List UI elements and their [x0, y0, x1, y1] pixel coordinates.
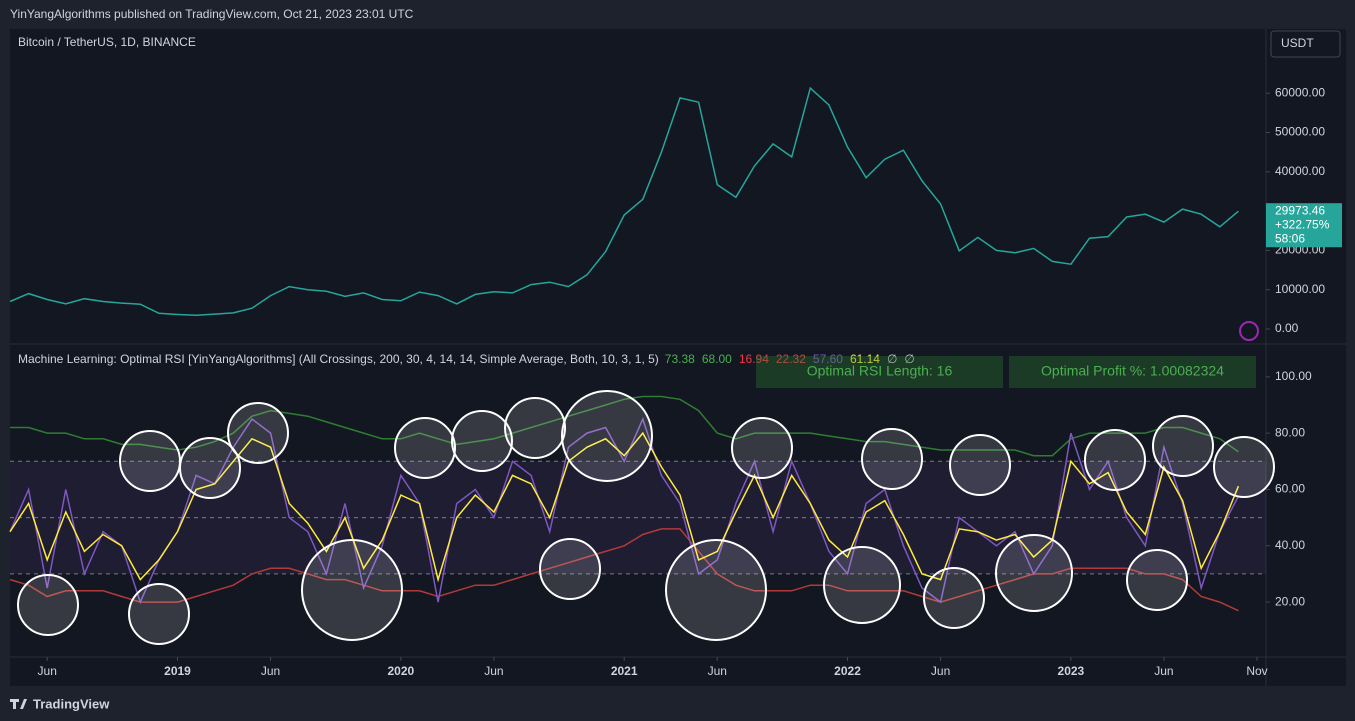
- y-tick-label: 0.00: [1275, 321, 1299, 335]
- publisher: YinYangAlgorithms published on TradingVi…: [10, 7, 414, 21]
- currency-button[interactable]: [1270, 30, 1341, 58]
- annotation-circle: [1152, 415, 1214, 477]
- price-axis: [1266, 29, 1346, 686]
- time-axis: [10, 657, 1266, 686]
- y-tick-label: 80.00: [1275, 425, 1305, 439]
- annotation-circle: [1126, 549, 1188, 611]
- annotation-circle: [451, 410, 513, 472]
- indicator-value: ∅: [904, 352, 914, 366]
- x-tick-label: 2020: [387, 664, 414, 678]
- y-tick-label: 60.00: [1275, 482, 1305, 496]
- y-tick-label: 40000.00: [1275, 164, 1325, 178]
- symbol-title: Bitcoin / TetherUS, 1D, BINANCE: [18, 35, 196, 49]
- x-tick-label: Jun: [708, 664, 727, 678]
- y-tick-label: 100.00: [1275, 369, 1312, 383]
- annotation-circle: [995, 534, 1073, 612]
- annotation-circle: [504, 397, 566, 459]
- annotation-circle: [1084, 429, 1146, 491]
- annotation-circle: [394, 417, 456, 479]
- brand-logo: [10, 699, 27, 709]
- annotation-circle: [128, 583, 190, 645]
- x-tick-label: Jun: [1154, 664, 1173, 678]
- x-tick-label: Jun: [931, 664, 950, 678]
- x-tick-label: Jun: [38, 664, 57, 678]
- annotation-circle: [179, 437, 241, 499]
- annotation-circle: [861, 428, 923, 490]
- series-line: [10, 395, 1239, 457]
- currency-label[interactable]: USDT: [1281, 36, 1314, 50]
- annotation-circle: [227, 402, 289, 464]
- annotation-circle: [1213, 436, 1275, 498]
- series-line: [9, 86, 1239, 317]
- x-tick-label: Jun: [484, 664, 503, 678]
- y-tick-label: 10000.00: [1275, 282, 1325, 296]
- y-tick-label: 60000.00: [1275, 85, 1325, 99]
- indicator-title: Machine Learning: Optimal RSI [YinYangAl…: [18, 352, 659, 366]
- y-tick-label: 50000.00: [1275, 125, 1325, 139]
- indicator-value: ∅: [887, 352, 897, 366]
- countdown: 58:06: [1275, 231, 1305, 245]
- indicator-value: 22.32: [776, 352, 806, 366]
- info-box: [1009, 356, 1256, 388]
- x-tick-label: Jun: [261, 664, 280, 678]
- price-change: +322.75%: [1275, 217, 1330, 231]
- y-tick-label: 40.00: [1275, 538, 1305, 552]
- alert-icon[interactable]: [1239, 321, 1259, 341]
- annotation-circle: [949, 434, 1011, 496]
- annotation-circle: [665, 539, 767, 641]
- annotation-circle: [17, 574, 79, 636]
- x-tick-label: 2022: [834, 664, 861, 678]
- x-tick-label: 2019: [164, 664, 191, 678]
- last-price-box: [1266, 203, 1342, 248]
- annotation-circle: [923, 567, 985, 629]
- annotation-circle: [539, 538, 601, 600]
- x-tick-label: 2023: [1058, 664, 1085, 678]
- brand: TradingView: [33, 696, 110, 711]
- indicator-value: 73.38: [665, 352, 695, 366]
- annotation-circle: [301, 539, 403, 641]
- x-tick-label: Nov: [1246, 664, 1267, 678]
- series-line: [9, 431, 1240, 583]
- indicator-value: 16.94: [739, 352, 769, 366]
- annotation-circle: [731, 417, 793, 479]
- info-box-text: Optimal Profit %: 1.00082324: [1041, 363, 1224, 379]
- indicator-value: 61.14: [850, 352, 880, 366]
- y-tick-label: 20.00: [1275, 594, 1305, 608]
- chart-area: [10, 29, 1266, 657]
- x-tick-label: 2021: [611, 664, 638, 678]
- info-box-text: Optimal RSI Length: 16: [807, 363, 953, 379]
- last-price: 29973.46: [1275, 203, 1325, 217]
- indicator-value: 57.60: [813, 352, 843, 366]
- annotation-circle: [119, 430, 181, 492]
- info-box: [756, 356, 1003, 388]
- annotation-circle: [823, 546, 901, 624]
- annotation-circle: [561, 390, 653, 482]
- indicator-value: 68.00: [702, 352, 732, 366]
